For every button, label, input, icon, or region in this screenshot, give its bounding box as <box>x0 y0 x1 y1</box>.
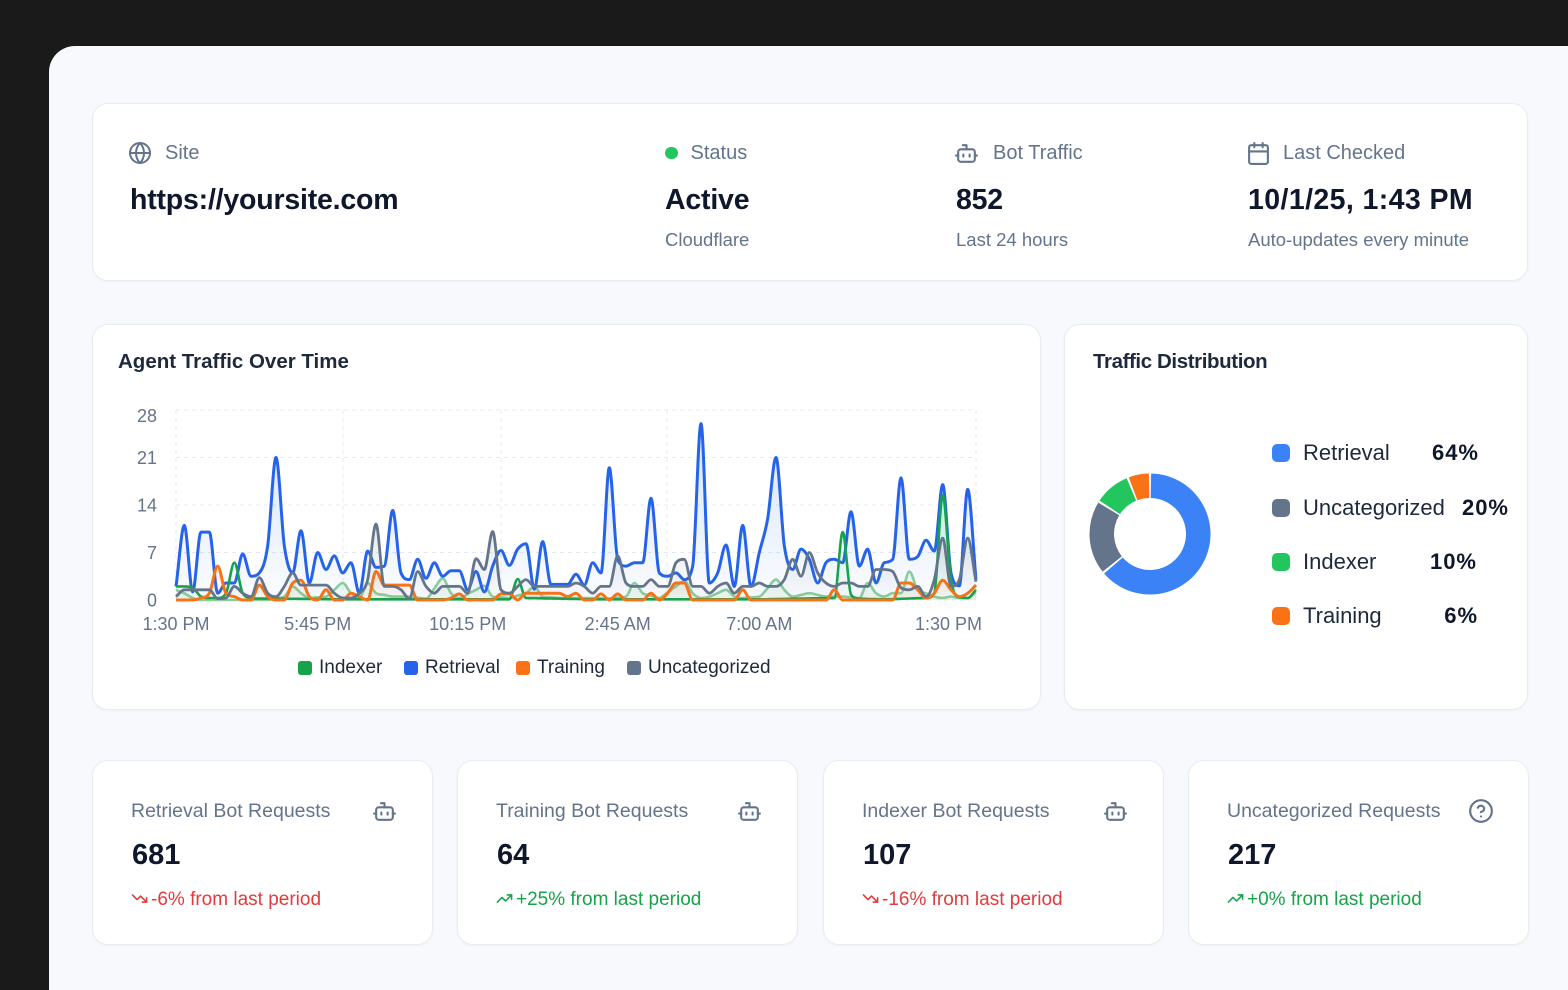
svg-text:Uncategorized: Uncategorized <box>648 657 771 678</box>
svg-text:10:15 PM: 10:15 PM <box>429 614 506 634</box>
svg-text:5:45 PM: 5:45 PM <box>284 614 351 634</box>
svg-text:Indexer: Indexer <box>319 657 383 678</box>
svg-text:7:00 AM: 7:00 AM <box>726 614 792 634</box>
svg-text:0: 0 <box>147 591 157 611</box>
svg-text:28: 28 <box>137 406 157 426</box>
svg-text:14: 14 <box>137 496 157 516</box>
svg-text:2:45 AM: 2:45 AM <box>585 614 651 634</box>
svg-text:Retrieval: Retrieval <box>425 657 500 678</box>
svg-text:1:30 PM: 1:30 PM <box>142 614 209 634</box>
svg-text:1:30 PM: 1:30 PM <box>915 614 982 634</box>
svg-text:7: 7 <box>147 543 157 563</box>
svg-text:Training: Training <box>537 657 605 678</box>
svg-text:21: 21 <box>137 448 157 468</box>
